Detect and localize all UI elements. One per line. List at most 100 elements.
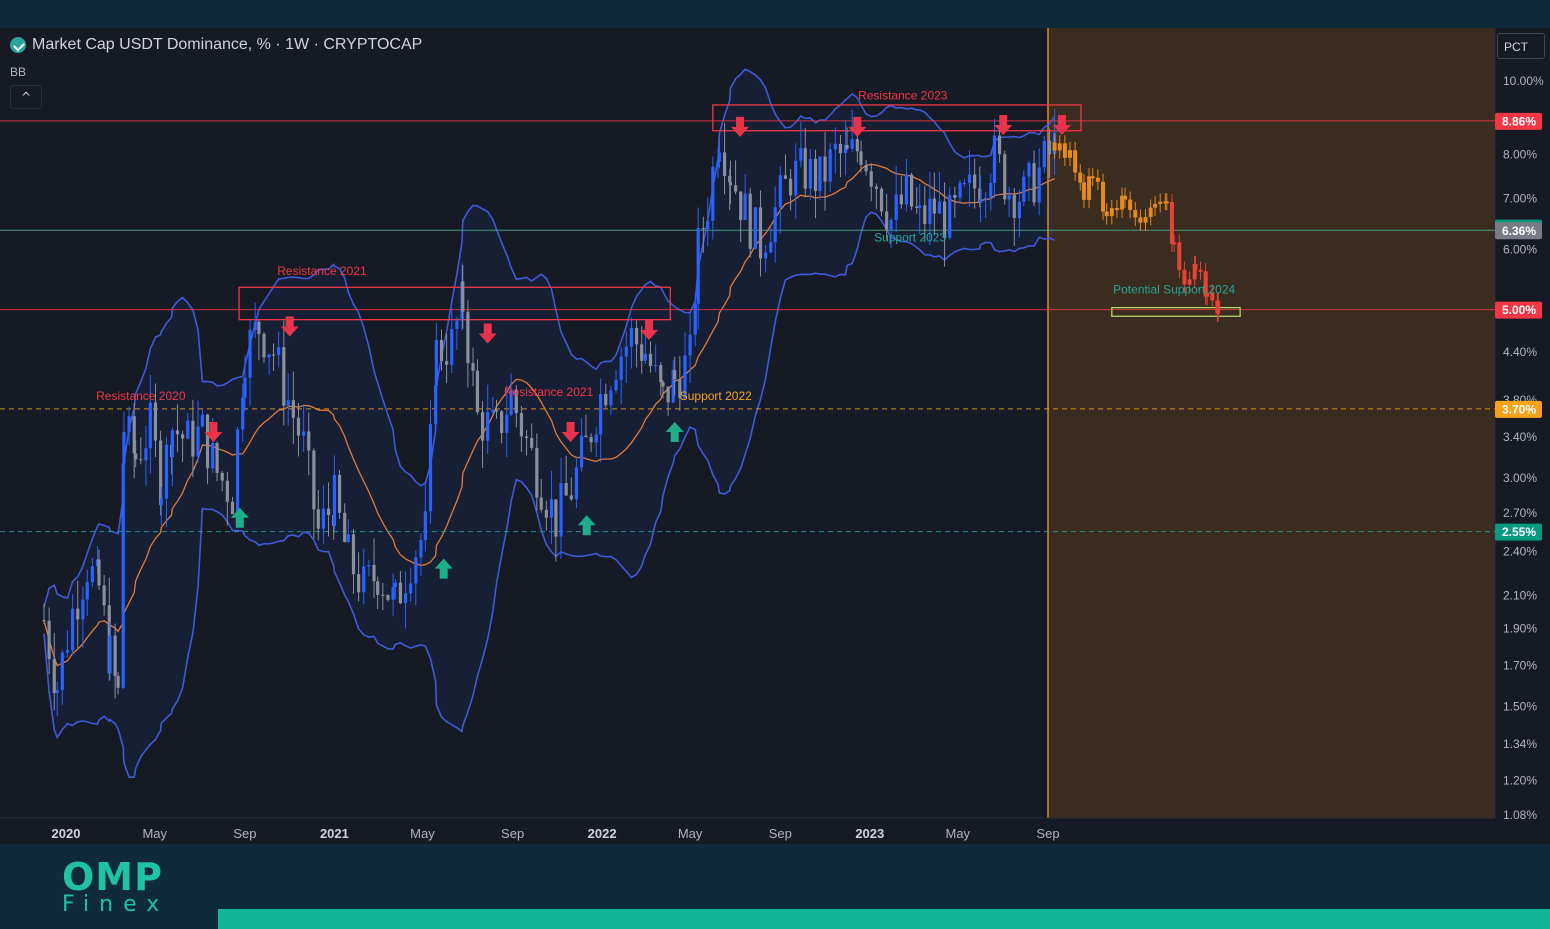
candle-body bbox=[783, 175, 788, 179]
candle-body bbox=[773, 207, 777, 243]
candle-body bbox=[549, 499, 554, 518]
candle bbox=[833, 127, 837, 174]
candle-body bbox=[271, 354, 276, 356]
candle bbox=[530, 423, 534, 451]
candle bbox=[614, 370, 618, 394]
tether-logo-icon bbox=[10, 37, 26, 53]
candle-body bbox=[159, 498, 163, 505]
candle-body bbox=[351, 534, 356, 575]
zone-box bbox=[1111, 306, 1241, 317]
candle bbox=[764, 244, 768, 273]
candle bbox=[904, 158, 909, 212]
candle bbox=[928, 171, 932, 246]
candle-body bbox=[398, 582, 403, 604]
signal-arrows bbox=[204, 115, 1071, 579]
candle bbox=[403, 571, 408, 629]
candle-body bbox=[923, 205, 927, 224]
candle-body bbox=[343, 512, 347, 542]
candle bbox=[372, 538, 376, 599]
forecast-background bbox=[1048, 28, 1495, 818]
candle-body bbox=[434, 385, 438, 425]
candle-body bbox=[743, 193, 747, 220]
candle-body bbox=[599, 394, 603, 435]
down-arrow-shape bbox=[730, 116, 749, 137]
candle bbox=[953, 186, 957, 218]
candle-body bbox=[579, 435, 584, 468]
chart-canvas[interactable]: Resistance 2020 Resistance 2021 Resistance… bbox=[0, 28, 1550, 844]
collapse-chevron-icon[interactable]: ^ bbox=[10, 85, 42, 109]
candle-body bbox=[491, 410, 495, 413]
y-tick-label: 1.20% bbox=[1503, 773, 1537, 787]
candle bbox=[450, 308, 454, 373]
projection-candle bbox=[1143, 208, 1148, 232]
candle bbox=[634, 320, 639, 368]
candle bbox=[381, 582, 385, 611]
x-tick-label: 2023 bbox=[855, 826, 884, 841]
candle-body bbox=[116, 675, 120, 688]
projection-candle bbox=[1087, 168, 1092, 209]
candle bbox=[423, 483, 427, 552]
candle bbox=[1032, 150, 1036, 206]
candle-body bbox=[659, 365, 663, 383]
down-arrow-shape bbox=[994, 115, 1013, 136]
candle bbox=[693, 294, 697, 347]
candle bbox=[894, 166, 898, 232]
projection-body bbox=[1095, 177, 1100, 182]
candle bbox=[728, 160, 733, 205]
candle-body bbox=[648, 353, 653, 367]
candle-body bbox=[739, 191, 743, 220]
candle bbox=[357, 552, 361, 602]
candle bbox=[514, 385, 518, 428]
annotation-label: Resistance 2023 bbox=[858, 89, 948, 103]
indicator-label[interactable]: BB bbox=[10, 65, 27, 79]
y-tick-label: 1.34% bbox=[1503, 737, 1537, 751]
candle-body bbox=[984, 197, 988, 200]
candle-body bbox=[683, 355, 687, 399]
candle-body bbox=[153, 402, 158, 441]
price-tag: 3.70% bbox=[1495, 400, 1542, 418]
candle bbox=[589, 433, 593, 452]
projection-body bbox=[1062, 143, 1067, 158]
up-arrow-shape bbox=[230, 507, 249, 528]
candle bbox=[739, 191, 743, 243]
candle-body bbox=[445, 361, 449, 365]
candle-body bbox=[899, 194, 903, 205]
candle bbox=[248, 319, 252, 406]
candle-body bbox=[220, 472, 224, 481]
candle bbox=[376, 576, 380, 610]
candle bbox=[1037, 148, 1041, 216]
candle-body bbox=[530, 438, 534, 448]
candle bbox=[554, 499, 558, 562]
projection-candle bbox=[1120, 187, 1125, 218]
chart-title[interactable]: Market Cap USDT Dominance, % · 1W · CRYP… bbox=[10, 36, 422, 54]
candle bbox=[132, 403, 136, 479]
candle-body bbox=[818, 156, 822, 191]
up-arrow-icon bbox=[665, 421, 684, 442]
candle-body bbox=[678, 379, 682, 399]
candle bbox=[818, 156, 822, 201]
candle-body bbox=[823, 156, 827, 182]
projection-candle bbox=[1123, 187, 1128, 208]
projection-candle bbox=[1182, 261, 1187, 293]
candle bbox=[524, 430, 529, 456]
candle bbox=[648, 341, 653, 373]
candle-body bbox=[500, 411, 504, 433]
chart-panel[interactable]: Resistance 2020 Resistance 2021 Resistance… bbox=[0, 28, 1550, 844]
candle bbox=[989, 173, 993, 211]
y-axis-ticks: 10.00%8.00%7.00%6.00%4.40%3.80%3.40%3.00… bbox=[1503, 74, 1544, 822]
candle-body bbox=[191, 420, 195, 457]
scale-mode-button[interactable]: PCT bbox=[1497, 33, 1545, 59]
candle-body bbox=[362, 566, 366, 593]
candle bbox=[85, 569, 89, 616]
candle-body bbox=[367, 564, 371, 567]
candle-body bbox=[386, 595, 390, 600]
candle bbox=[471, 347, 475, 387]
candle-body bbox=[1017, 201, 1021, 218]
projection-candle bbox=[1101, 173, 1106, 220]
candle bbox=[393, 579, 397, 600]
candle-body bbox=[654, 365, 658, 367]
price-tag-label: 5.00% bbox=[1502, 303, 1536, 317]
candle-body bbox=[864, 164, 868, 172]
price-axis[interactable] bbox=[1495, 28, 1550, 844]
time-axis-bg bbox=[0, 818, 1495, 844]
